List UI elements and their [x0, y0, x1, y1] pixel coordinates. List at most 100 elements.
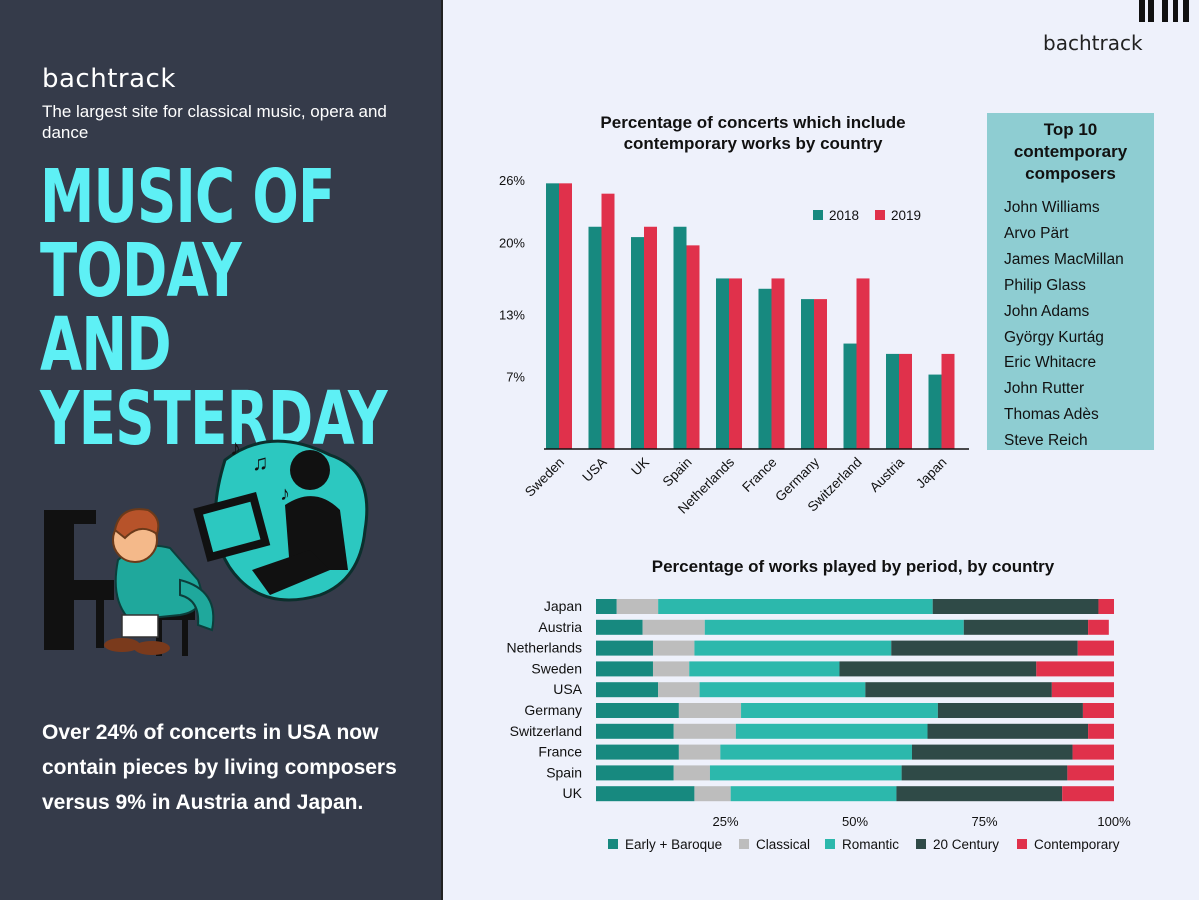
musician-body — [285, 496, 348, 570]
bar-2019 — [644, 226, 657, 449]
stack-segment-classical — [673, 723, 736, 739]
bar-2018 — [588, 226, 602, 449]
x-tick-label: Austria — [867, 454, 908, 495]
composers-panel: Top 10 contemporary composers John Willi… — [987, 113, 1154, 450]
musician-head — [290, 450, 330, 490]
piano-body — [44, 510, 74, 650]
x-tick-label: UK — [628, 455, 652, 479]
piano-leg — [96, 598, 104, 648]
composer-item: Arvo Pärt — [1004, 224, 1069, 242]
right-panel: bachtrack Percentage of concerts which i… — [441, 0, 1199, 900]
stack-segment-romantic — [699, 682, 866, 698]
y-tick-label: 7% — [506, 370, 525, 385]
composer-item: John Rutter — [1004, 380, 1085, 398]
legend-swatch — [739, 839, 749, 849]
stack-segment-early-baroque — [596, 599, 617, 614]
stack-segment-early-baroque — [596, 682, 659, 698]
composer-item: Thomas Adès — [1004, 406, 1099, 424]
composer-item: Eric Whitacre — [1004, 354, 1097, 372]
stacked-chart-title: Percentage of works played by period, by… — [651, 557, 1055, 576]
bar-2018 — [758, 288, 772, 449]
stack-segment-early-baroque — [596, 703, 679, 718]
x-tick-label: Japan — [913, 455, 950, 492]
main-title-line-1: MUSIC OF — [40, 154, 335, 240]
computer-screen — [203, 501, 261, 553]
main-title-line-2: TODAY AND — [40, 228, 242, 388]
bar-2018 — [631, 237, 644, 449]
bar-2018 — [716, 278, 729, 449]
stack-segment-classical — [673, 765, 710, 781]
stack-segment-romantic — [694, 640, 892, 656]
bar-2019 — [856, 278, 870, 449]
bar-2019 — [686, 245, 700, 449]
legend-swatch — [608, 839, 618, 849]
stack-segment-early-baroque — [596, 661, 653, 677]
stack-segment-contemporary — [1098, 599, 1114, 614]
y-category-label: Spain — [546, 764, 582, 780]
bar-2019 — [814, 299, 827, 449]
y-category-label: Switzerland — [510, 723, 582, 739]
stack-segment-early-baroque — [596, 723, 674, 739]
stack-segment-romantic — [730, 786, 897, 802]
legend-label: Contemporary — [1034, 837, 1120, 852]
bar-2018 — [673, 226, 687, 449]
stack-segment-20-century — [839, 661, 1037, 677]
music-note-3: ♪ — [280, 483, 290, 505]
legend-swatch — [916, 839, 926, 849]
x-tick-label: 75% — [971, 814, 997, 829]
stack-segment-contemporary — [1062, 786, 1114, 802]
piano-keys — [74, 580, 114, 600]
bar-2018 — [801, 299, 814, 449]
composer-item: James MacMillan — [1004, 250, 1124, 268]
y-tick-label: 13% — [499, 308, 525, 323]
stack-segment-contemporary — [1082, 703, 1114, 718]
stack-segment-romantic — [704, 619, 964, 635]
stack-segment-contemporary — [1051, 682, 1114, 698]
stacked-bar-chart: Japan Austria Netherlands Sweden USA Germany S… — [507, 598, 1132, 852]
stack-segment-classical — [616, 599, 659, 614]
brand-logo-right: bachtrack — [1043, 31, 1143, 55]
x-tick-label: 100% — [1097, 814, 1131, 829]
stack-segment-20-century — [932, 599, 1099, 614]
legend-label-2019: 2019 — [891, 208, 921, 223]
stack-segment-early-baroque — [596, 786, 695, 802]
main-title-line-3: YESTERDAY — [40, 376, 387, 462]
y-category-label: France — [538, 744, 582, 760]
stack-segment-classical — [678, 703, 742, 718]
x-tick-label: 50% — [842, 814, 868, 829]
legend-swatch — [1017, 839, 1027, 849]
legend-swatch — [825, 839, 835, 849]
left-panel: bachtrack The largest site for classical… — [0, 0, 441, 900]
stack-segment-romantic — [709, 765, 902, 781]
x-tick-label: France — [739, 455, 779, 495]
composer-illustration: ♪ ♫ ♪ — [44, 435, 369, 656]
x-tick-label: Sweden — [522, 455, 567, 500]
stack-segment-20-century — [911, 744, 1073, 760]
stack-segment-early-baroque — [596, 640, 653, 656]
stack-segment-classical — [678, 744, 721, 760]
music-note-2: ♫ — [252, 450, 269, 475]
stack-segment-early-baroque — [596, 765, 674, 781]
x-tick-label: USA — [579, 455, 609, 485]
stack-segment-romantic — [741, 703, 938, 718]
bottom-statement: Over 24% of concerts in USA now contain … — [42, 721, 397, 814]
stack-segment-classical — [694, 786, 731, 802]
legend-swatch-2019 — [875, 210, 885, 220]
piano-top — [44, 510, 96, 524]
bar-2019 — [559, 183, 572, 449]
stack-segment-contemporary — [1088, 619, 1109, 635]
bar-2018 — [928, 374, 942, 449]
composer-item: Philip Glass — [1004, 276, 1086, 294]
stack-segment-romantic — [658, 599, 933, 614]
legend-label: 20 Century — [933, 837, 999, 852]
composers-title: Top 10 contemporary composers — [1013, 120, 1128, 183]
stack-segment-early-baroque — [596, 744, 679, 760]
stack-segment-classical — [652, 661, 690, 677]
stack-segment-romantic — [720, 744, 912, 760]
bar-2019 — [771, 278, 785, 449]
bar-2018 — [546, 183, 559, 449]
stack-segment-20-century — [896, 786, 1063, 802]
bar-2019 — [899, 353, 912, 449]
y-category-label: USA — [553, 681, 582, 697]
